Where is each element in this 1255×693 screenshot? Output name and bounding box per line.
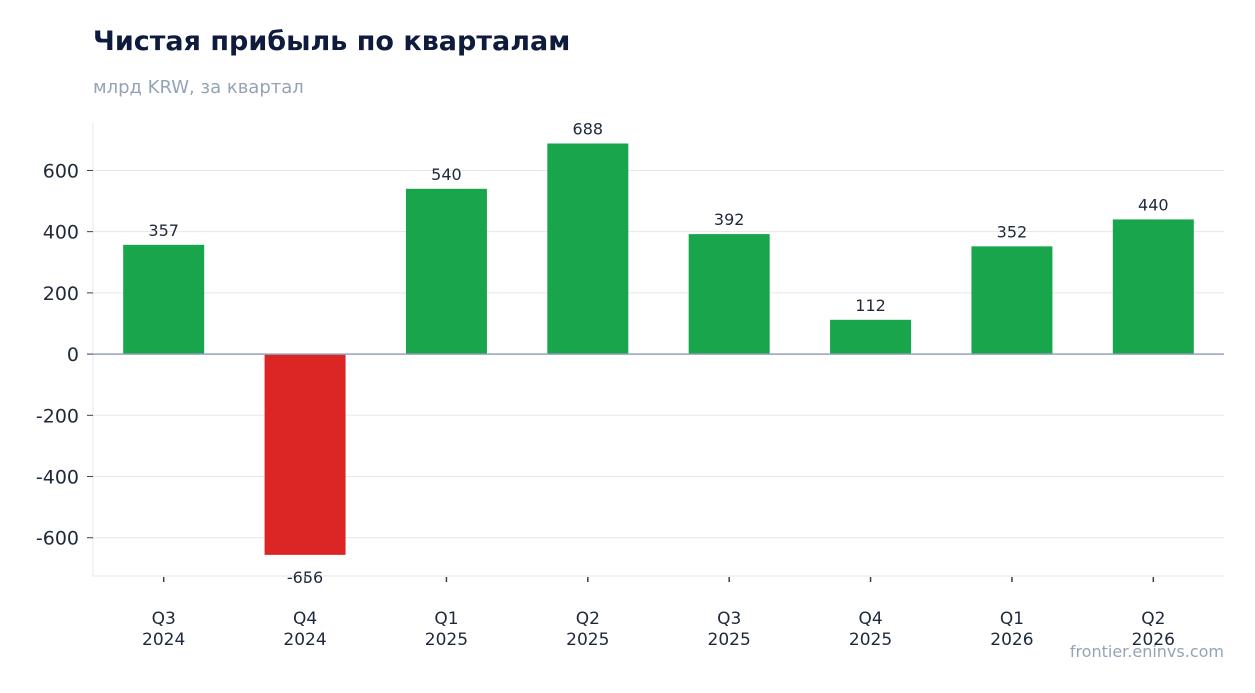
x-tick-label-year: 2025 [566,630,609,650]
data-label: 440 [1138,195,1169,214]
bar [688,234,770,355]
y-tick-label: -200 [36,405,79,427]
y-tick-label: 200 [43,283,79,305]
bar [971,246,1053,355]
y-tick-label: 600 [43,160,79,182]
x-tick-label-quarter: Q1 [434,609,458,629]
y-axis-ticks: 600 400 200 0 -200 -400 -600 [36,160,93,550]
bar [1112,219,1194,355]
y-tick-label: -400 [36,467,79,489]
bar [547,143,629,355]
x-tick-label-year: 2024 [283,630,326,650]
bar [264,354,346,555]
x-tick-label-year: 2024 [142,630,185,650]
x-tick-label-quarter: Q3 [717,609,741,629]
x-axis-ticks: Q32024Q42024Q12025Q22025Q32025Q42025Q120… [142,577,1175,650]
data-label: 357 [148,221,179,240]
x-tick-label-year: 2026 [990,630,1033,650]
x-tick-label-year: 2025 [708,630,751,650]
data-label: 112 [855,296,886,315]
bars [123,143,1194,555]
data-label: 392 [714,210,745,229]
y-tick-label: -600 [36,528,79,550]
x-tick-label-quarter: Q2 [576,609,600,629]
bar [405,188,487,355]
x-tick-label-quarter: Q1 [1000,609,1024,629]
chart-title: Чистая прибыль по кварталам [93,26,571,57]
x-tick-label-quarter: Q3 [152,609,176,629]
gridlines [92,123,1224,577]
x-tick-label-year: 2026 [1132,630,1175,650]
data-label: 688 [573,120,604,139]
source-credit: frontier.eninvs.com [1069,642,1224,661]
x-tick-label-year: 2025 [425,630,468,650]
x-tick-label-year: 2025 [849,630,892,650]
x-tick-label-quarter: Q4 [293,609,317,629]
bar [123,244,205,355]
y-tick-label: 0 [67,344,79,366]
data-label: 352 [997,222,1028,241]
data-label: 540 [431,165,462,184]
chart-subtitle: млрд KRW, за квартал [93,77,304,98]
x-tick-label-quarter: Q4 [858,609,882,629]
y-tick-label: 400 [43,222,79,244]
x-tick-label-quarter: Q2 [1141,609,1165,629]
bar [830,319,912,355]
